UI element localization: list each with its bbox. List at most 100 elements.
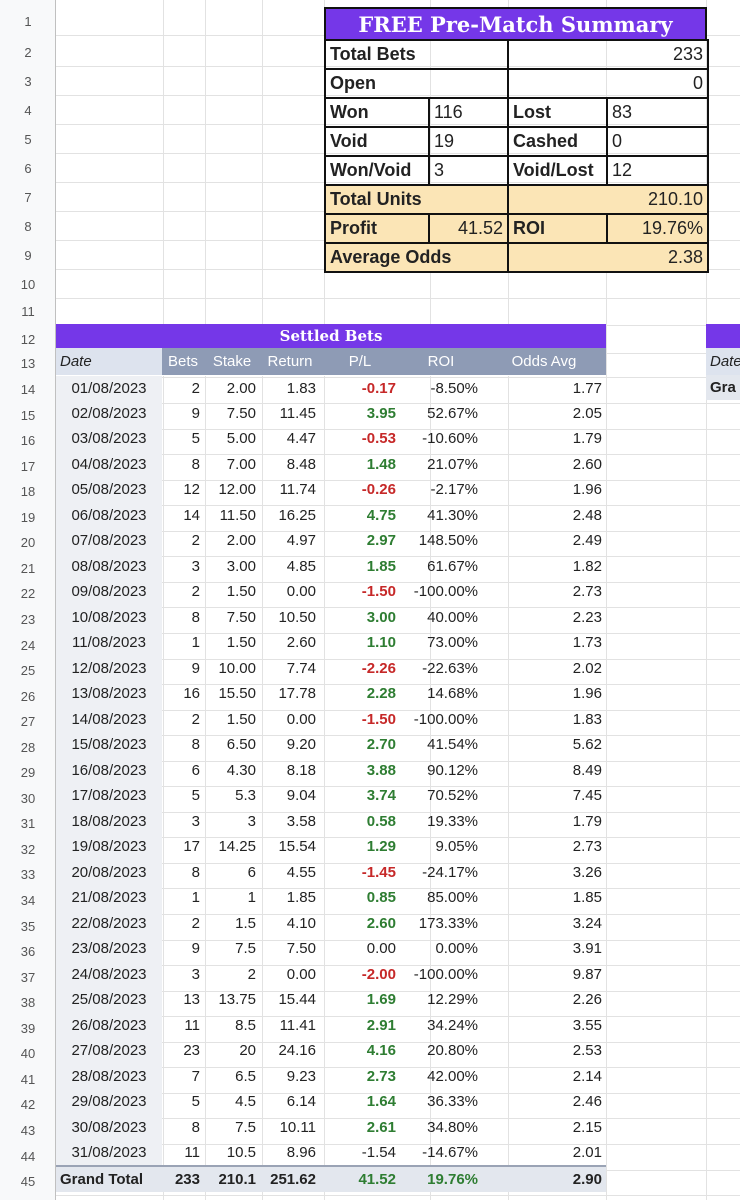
stake-cell[interactable]: 5.3 — [235, 787, 256, 805]
row-number[interactable]: 43 — [20, 1122, 36, 1138]
bets-cell[interactable]: 2 — [191, 532, 200, 550]
return-cell[interactable]: 0.00 — [286, 965, 316, 983]
odds-cell[interactable]: 3.24 — [572, 914, 602, 932]
stake-cell[interactable]: 20 — [239, 1042, 256, 1060]
odds-cell[interactable]: 2.48 — [572, 506, 602, 524]
roi-cell[interactable]: 52.67% — [427, 404, 478, 422]
odds-cell[interactable]: 2.14 — [572, 1067, 602, 1085]
return-cell[interactable]: 1.83 — [286, 379, 316, 397]
row-number[interactable]: 18 — [20, 484, 36, 500]
bets-cell[interactable]: 2 — [191, 583, 200, 601]
return-cell[interactable]: 8.48 — [286, 455, 316, 473]
return-cell[interactable]: 11.45 — [279, 404, 316, 422]
date-cell[interactable]: 26/08/2023 — [56, 1012, 162, 1038]
stake-cell[interactable]: 1.50 — [226, 583, 256, 601]
date-cell[interactable]: 30/08/2023 — [56, 1114, 162, 1140]
date-cell[interactable]: 25/08/2023 — [56, 987, 162, 1013]
grand-total-bets[interactable]: 233 — [162, 1164, 204, 1192]
row-number[interactable]: 21 — [20, 560, 36, 576]
pl-cell[interactable]: 3.95 — [366, 404, 396, 422]
header-odds-avg[interactable]: Odds Avg — [482, 348, 606, 376]
pl-cell[interactable]: -1.45 — [361, 863, 396, 881]
row-number[interactable]: 35 — [20, 918, 36, 934]
pl-cell[interactable]: 4.16 — [366, 1042, 396, 1060]
bets-cell[interactable]: 11 — [184, 1143, 200, 1161]
void-value[interactable]: 19 — [428, 126, 509, 157]
row-number[interactable]: 9 — [24, 248, 32, 263]
return-cell[interactable]: 4.55 — [286, 863, 316, 881]
side-panel-grand-label[interactable]: Gra — [706, 375, 740, 400]
row-number[interactable]: 29 — [20, 765, 36, 781]
return-cell[interactable]: 9.20 — [286, 736, 316, 754]
roi-cell[interactable]: 41.30% — [427, 506, 478, 524]
odds-cell[interactable]: 1.77 — [572, 379, 602, 397]
return-cell[interactable]: 7.50 — [286, 940, 316, 958]
row-number[interactable]: 40 — [20, 1046, 36, 1062]
stake-cell[interactable]: 7.5 — [235, 1118, 256, 1136]
date-cell[interactable]: 21/08/2023 — [56, 885, 162, 911]
stake-cell[interactable]: 7.50 — [226, 608, 256, 626]
roi-cell[interactable]: 148.50% — [418, 532, 478, 550]
row-number[interactable]: 37 — [20, 969, 36, 985]
date-cell[interactable]: 10/08/2023 — [56, 604, 162, 630]
return-cell[interactable]: 8.96 — [286, 1143, 316, 1161]
date-cell[interactable]: 16/08/2023 — [56, 757, 162, 783]
row-number[interactable]: 20 — [20, 535, 36, 551]
bets-cell[interactable]: 8 — [191, 1118, 200, 1136]
open-value[interactable]: 0 — [506, 68, 710, 99]
row-number[interactable]: 30 — [20, 790, 36, 806]
odds-cell[interactable]: 2.73 — [572, 838, 602, 856]
odds-cell[interactable]: 1.85 — [572, 889, 602, 907]
row-number[interactable]: 28 — [20, 739, 36, 755]
roi-cell[interactable]: 90.12% — [427, 761, 478, 779]
pl-cell[interactable]: 2.28 — [366, 685, 396, 703]
date-cell[interactable]: 19/08/2023 — [56, 834, 162, 860]
odds-cell[interactable]: 3.26 — [572, 863, 602, 881]
header-bets[interactable]: Bets — [162, 348, 204, 376]
odds-cell[interactable]: 2.26 — [572, 991, 602, 1009]
stake-cell[interactable]: 7.00 — [226, 455, 256, 473]
date-cell[interactable]: 17/08/2023 — [56, 783, 162, 809]
grand-total-odds[interactable]: 2.90 — [482, 1164, 606, 1192]
return-cell[interactable]: 0.00 — [286, 710, 316, 728]
profit-label[interactable]: Profit — [324, 213, 430, 244]
odds-cell[interactable]: 2.05 — [572, 404, 602, 422]
void-label[interactable]: Void — [324, 126, 430, 157]
profit-value[interactable]: 41.52 — [428, 213, 509, 244]
date-cell[interactable]: 03/08/2023 — [56, 426, 162, 452]
date-cell[interactable]: 27/08/2023 — [56, 1038, 162, 1064]
row-number[interactable]: 2 — [24, 45, 32, 60]
grand-total-pl[interactable]: 41.52 — [320, 1164, 400, 1192]
roi-cell[interactable]: 173.33% — [418, 914, 478, 932]
stake-cell[interactable]: 3 — [247, 812, 256, 830]
bets-cell[interactable]: 2 — [191, 379, 200, 397]
row-number[interactable]: 27 — [20, 714, 36, 730]
row-number[interactable]: 39 — [20, 1020, 36, 1036]
date-cell[interactable]: 12/08/2023 — [56, 655, 162, 681]
row-number[interactable]: 42 — [20, 1097, 36, 1113]
return-cell[interactable]: 1.85 — [286, 889, 316, 907]
row-number[interactable]: 41 — [20, 1071, 36, 1087]
stake-cell[interactable]: 10.00 — [218, 659, 256, 677]
return-cell[interactable]: 4.47 — [286, 430, 316, 448]
wonvoid-label[interactable]: Won/Void — [324, 155, 430, 186]
bets-cell[interactable]: 8 — [191, 863, 200, 881]
bets-cell[interactable]: 3 — [191, 965, 200, 983]
row-number[interactable]: 6 — [24, 161, 32, 176]
roi-cell[interactable]: 21.07% — [427, 455, 478, 473]
pl-cell[interactable]: 1.10 — [366, 634, 396, 652]
odds-cell[interactable]: 2.15 — [572, 1118, 602, 1136]
row-number[interactable]: 38 — [20, 995, 36, 1011]
cashed-label[interactable]: Cashed — [507, 126, 608, 157]
return-cell[interactable]: 24.16 — [278, 1042, 316, 1060]
odds-cell[interactable]: 1.96 — [572, 481, 602, 499]
return-cell[interactable]: 9.23 — [286, 1067, 316, 1085]
odds-cell[interactable]: 2.60 — [572, 455, 602, 473]
odds-cell[interactable]: 2.49 — [572, 532, 602, 550]
odds-cell[interactable]: 2.01 — [572, 1143, 602, 1161]
odds-cell[interactable]: 2.02 — [572, 659, 602, 677]
stake-cell[interactable]: 12.00 — [218, 481, 256, 499]
pl-cell[interactable]: 4.75 — [366, 506, 396, 524]
grand-total-return[interactable]: 251.62 — [260, 1164, 320, 1192]
roi-cell[interactable]: -100.00% — [413, 710, 478, 728]
